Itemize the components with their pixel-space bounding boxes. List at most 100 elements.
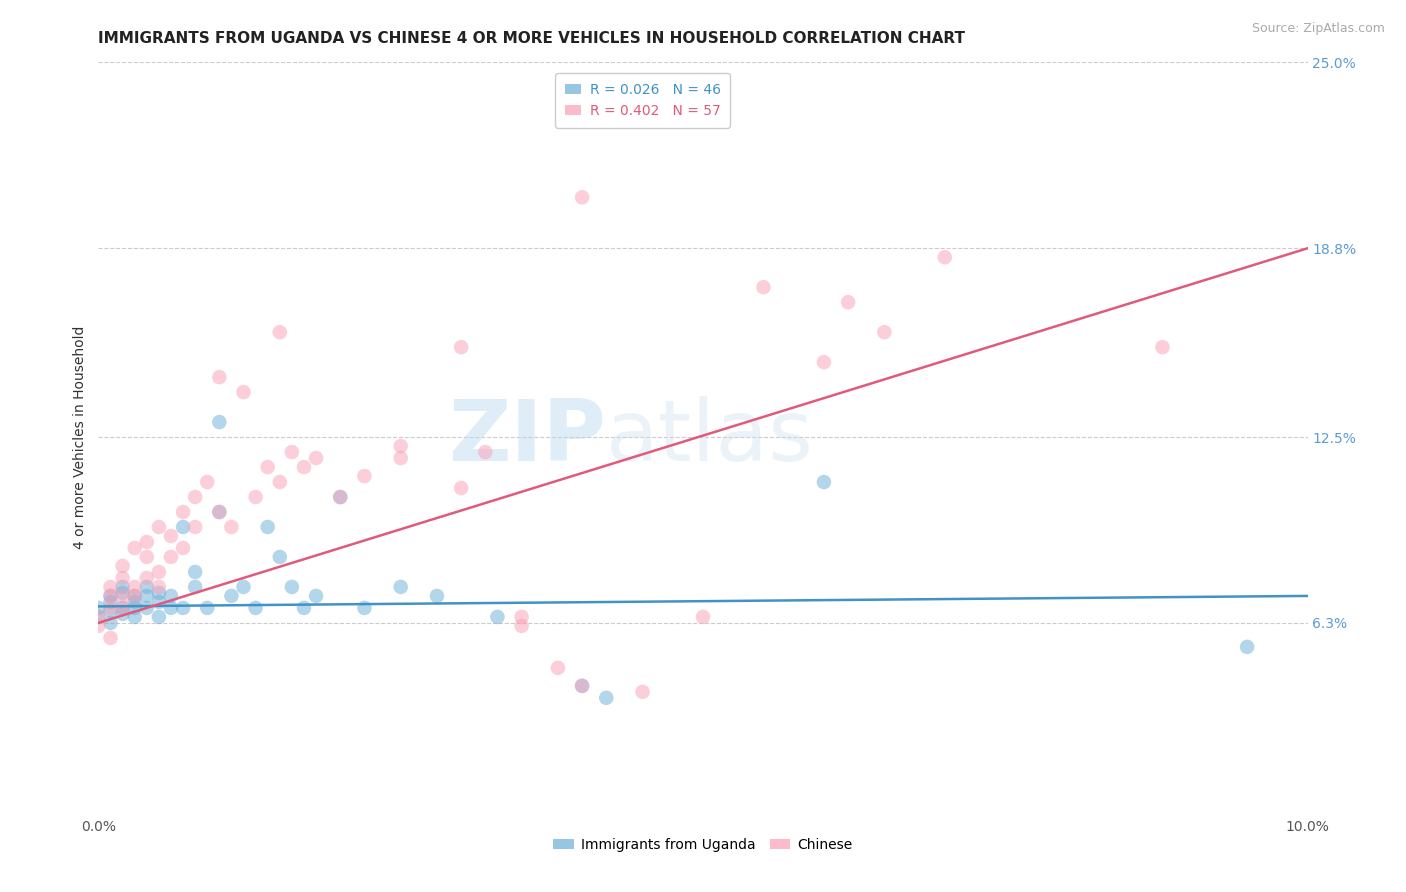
Point: [486, 610, 509, 624]
Point: [208, 505, 231, 519]
Point: [172, 541, 194, 555]
Point: [135, 601, 157, 615]
Point: [353, 469, 375, 483]
Point: [292, 601, 315, 615]
Point: [148, 595, 170, 609]
Point: [232, 580, 254, 594]
Point: [111, 601, 134, 615]
Point: [571, 190, 593, 204]
Point: [208, 370, 231, 384]
Point: [87, 610, 110, 624]
Point: [148, 580, 170, 594]
Legend: Immigrants from Uganda, Chinese: Immigrants from Uganda, Chinese: [548, 832, 858, 857]
Point: [111, 601, 134, 615]
Point: [269, 475, 291, 489]
Text: ZIP: ZIP: [449, 395, 606, 479]
Point: [474, 445, 496, 459]
Point: [184, 520, 207, 534]
Point: [245, 601, 267, 615]
Point: [148, 610, 170, 624]
Point: [184, 580, 207, 594]
Point: [160, 601, 183, 615]
Point: [148, 520, 170, 534]
Point: [813, 355, 835, 369]
Point: [510, 619, 533, 633]
Point: [160, 529, 183, 543]
Point: [389, 451, 412, 466]
Text: IMMIGRANTS FROM UGANDA VS CHINESE 4 OR MORE VEHICLES IN HOUSEHOLD CORRELATION CH: IMMIGRANTS FROM UGANDA VS CHINESE 4 OR M…: [98, 31, 966, 46]
Point: [100, 580, 122, 594]
Point: [305, 451, 328, 466]
Point: [426, 589, 449, 603]
Point: [172, 520, 194, 534]
Point: [256, 460, 278, 475]
Point: [752, 280, 775, 294]
Point: [692, 610, 714, 624]
Point: [281, 445, 304, 459]
Point: [87, 619, 110, 633]
Point: [100, 601, 122, 615]
Point: [111, 586, 134, 600]
Point: [135, 535, 157, 549]
Point: [292, 460, 315, 475]
Point: [111, 558, 134, 573]
Point: [195, 475, 218, 489]
Point: [934, 250, 956, 264]
Point: [510, 610, 533, 624]
Point: [111, 580, 134, 594]
Point: [124, 589, 146, 603]
Point: [571, 679, 593, 693]
Point: [135, 571, 157, 585]
Point: [232, 385, 254, 400]
Point: [269, 549, 291, 564]
Point: [195, 601, 218, 615]
Text: Source: ZipAtlas.com: Source: ZipAtlas.com: [1251, 22, 1385, 36]
Point: [329, 490, 352, 504]
Point: [184, 490, 207, 504]
Point: [221, 589, 243, 603]
Point: [184, 565, 207, 579]
Point: [208, 415, 231, 429]
Point: [160, 589, 183, 603]
Y-axis label: 4 or more Vehicles in Household: 4 or more Vehicles in Household: [73, 326, 87, 549]
Point: [124, 580, 146, 594]
Point: [124, 589, 146, 603]
Point: [172, 505, 194, 519]
Point: [353, 601, 375, 615]
Point: [100, 589, 122, 603]
Point: [172, 601, 194, 615]
Point: [329, 490, 352, 504]
Point: [256, 520, 278, 534]
Point: [100, 595, 122, 609]
Point: [87, 601, 110, 615]
Point: [571, 679, 593, 693]
Point: [111, 589, 134, 603]
Point: [837, 295, 859, 310]
Point: [124, 595, 146, 609]
Point: [547, 661, 569, 675]
Point: [245, 490, 267, 504]
Point: [595, 690, 617, 705]
Point: [111, 607, 134, 621]
Point: [305, 589, 328, 603]
Point: [100, 589, 122, 603]
Point: [148, 586, 170, 600]
Point: [873, 325, 896, 339]
Point: [124, 601, 146, 615]
Point: [124, 610, 146, 624]
Point: [135, 589, 157, 603]
Point: [813, 475, 835, 489]
Point: [111, 571, 134, 585]
Point: [135, 549, 157, 564]
Point: [269, 325, 291, 339]
Point: [1236, 640, 1258, 654]
Point: [221, 520, 243, 534]
Point: [100, 631, 122, 645]
Point: [389, 580, 412, 594]
Point: [100, 615, 122, 630]
Point: [281, 580, 304, 594]
Text: atlas: atlas: [606, 395, 814, 479]
Point: [208, 505, 231, 519]
Point: [148, 565, 170, 579]
Point: [160, 549, 183, 564]
